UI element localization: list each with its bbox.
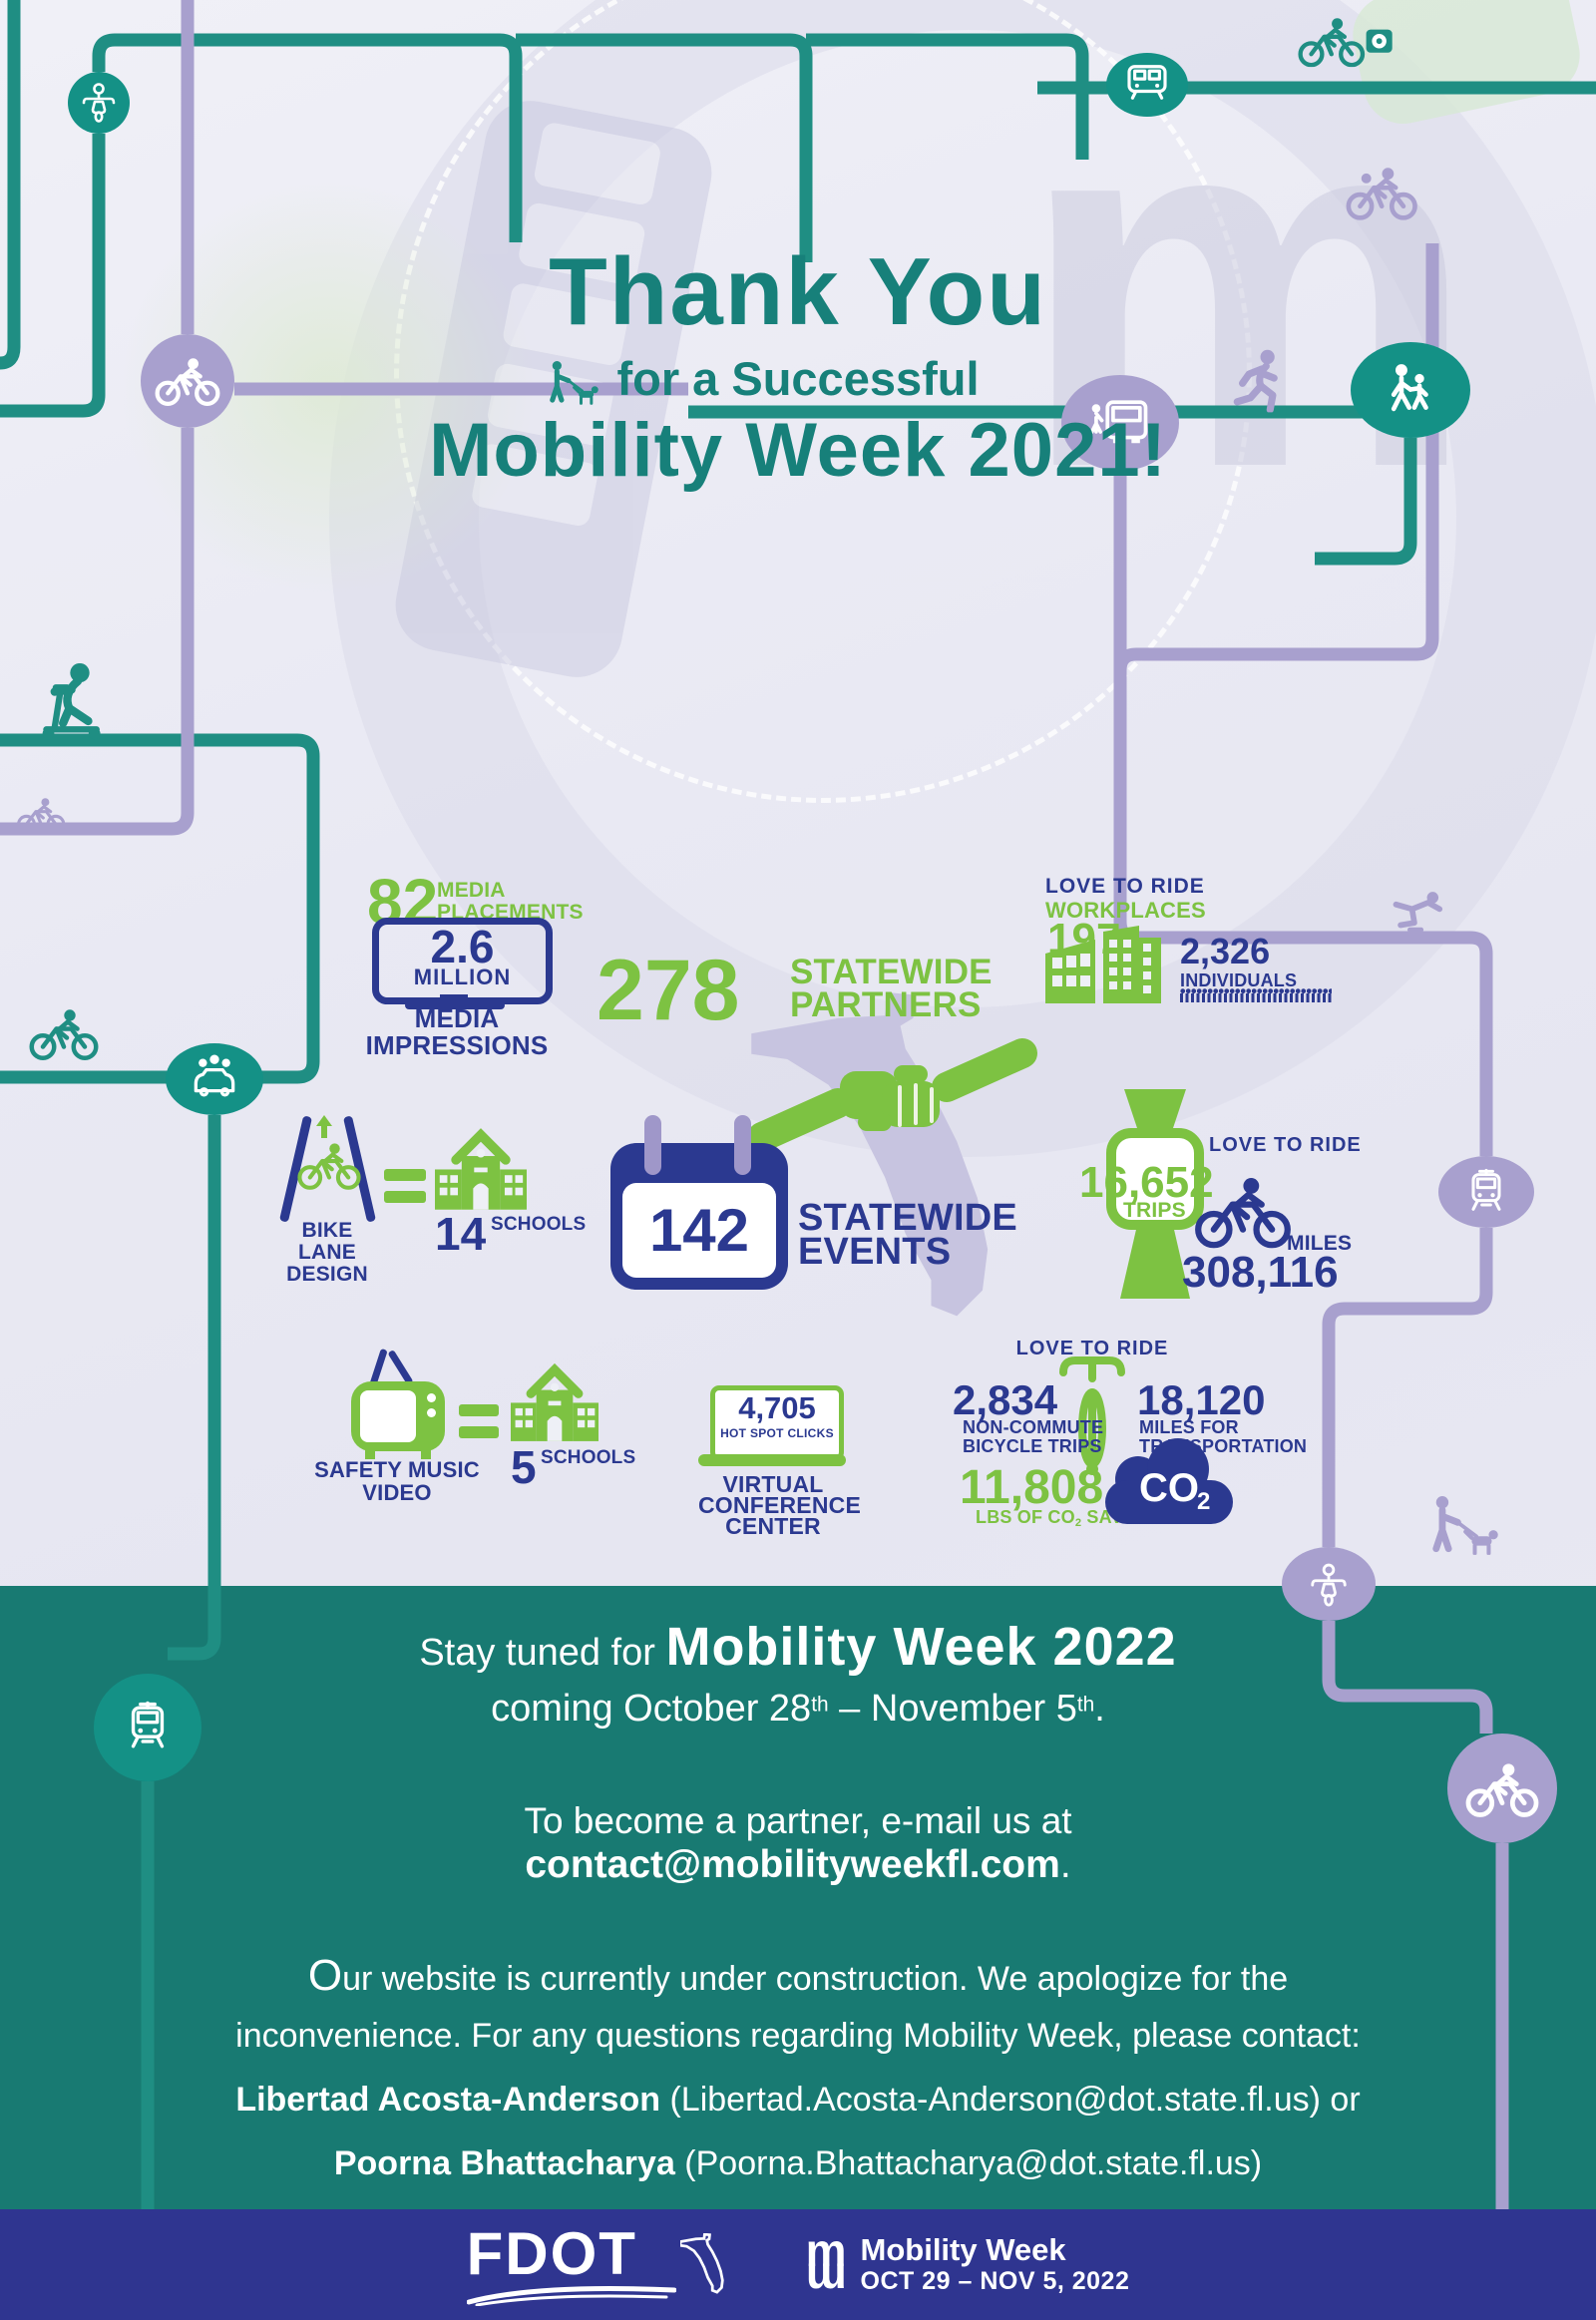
- miles-value: 308,116: [1182, 1248, 1339, 1297]
- school-icon-1: [435, 1128, 527, 1210]
- media-impressions-label: MEDIA IMPRESSIONS: [365, 1003, 549, 1061]
- media-impressions-unit: MILLION: [413, 965, 512, 989]
- individuals-value: 2,326: [1180, 931, 1271, 971]
- walking-couple-node: [1351, 342, 1470, 438]
- love-to-ride-brand-1: LOVE TO RIDE: [1045, 875, 1205, 898]
- co2-saved-value: 11,808: [960, 1461, 1104, 1514]
- stay-tuned-line: Stay tuned for Mobility Week 2022: [419, 1617, 1177, 1677]
- safety-video-schools-value: 5: [511, 1441, 537, 1493]
- coming-dates-line: coming October 28th – November 5th.: [491, 1688, 1105, 1730]
- partner-email: contact@mobilityweekfl.com: [525, 1843, 1060, 1886]
- title-subtitle: for a Successful: [616, 352, 980, 405]
- school-icon-2: [511, 1362, 598, 1441]
- miles-cyclist-icon: [1193, 1177, 1293, 1249]
- construction-line-2: inconvenience. For any questions regardi…: [235, 2017, 1361, 2055]
- fdot-wordmark: FDOT: [466, 2219, 637, 2287]
- contact-line-1: Libertad Acosta-Anderson (Libertad.Acost…: [235, 2081, 1361, 2119]
- bike-lane-schools-unit: SCHOOLS: [491, 1214, 587, 1235]
- transportation-miles-value: 18,120: [1137, 1376, 1266, 1423]
- scooter-rider-icon: [43, 663, 101, 739]
- buildings-icon: [1045, 926, 1161, 1003]
- bike-lane-label: BIKE LANE DESIGN: [286, 1219, 368, 1287]
- contact-2-name: Poorna Bhattacharya: [333, 2144, 675, 2182]
- crowd-icon: [1180, 988, 1332, 1002]
- partner-email-line: contact@mobilityweekfl.com.: [525, 1843, 1071, 1886]
- construction-line-1: Our website is currently under construct…: [307, 1951, 1289, 2000]
- mw-logo-name: Mobility Week: [860, 2231, 1066, 2267]
- safety-video-label: SAFETY MUSIC VIDEO: [314, 1457, 480, 1506]
- love-to-ride-brand-3: LOVE TO RIDE: [1015, 1338, 1169, 1359]
- fdot-florida-outline: [679, 2232, 724, 2294]
- teal-paths: [0, 0, 1596, 2209]
- calendar-ring-right: [734, 1115, 751, 1175]
- laptop-base: [698, 1454, 846, 1466]
- equals-icon-1b: [384, 1191, 426, 1203]
- partners-value: 278: [597, 943, 740, 1038]
- love-to-ride-brand-2: LOVE TO RIDE: [1209, 1134, 1362, 1156]
- cyclist-with-child-icon: [32, 1009, 97, 1057]
- non-commute-trips-label: NON-COMMUTE BICYCLE TRIPS: [963, 1417, 1104, 1456]
- trips-label: TRIPS: [1123, 1199, 1186, 1222]
- fdot-logo: FDOT: [466, 2223, 726, 2306]
- train-side-node: [1106, 53, 1188, 117]
- co2-cloud-icon: CO 2: [1105, 1438, 1233, 1524]
- equals-icon-1a: [384, 1169, 426, 1181]
- bus-node: [1061, 375, 1179, 471]
- contact-line-2: Poorna Bhattacharya (Poorna.Bhattacharya…: [333, 2144, 1263, 2182]
- cargo-bike-icon: [1301, 18, 1393, 65]
- title-mobility-week: Mobility Week 2021!: [429, 408, 1167, 493]
- mobility-week-2022-brand: Mobility Week 2022: [665, 1617, 1177, 1677]
- cloud-co-text: CO: [1139, 1466, 1199, 1510]
- inline-skater-icon: [1396, 892, 1440, 937]
- tandem-cyclist-icon: [1349, 168, 1415, 217]
- laptop-icon: 4,705 HOT SPOT CLICKS: [710, 1385, 844, 1461]
- non-commute-trips-value: 2,834: [953, 1376, 1058, 1423]
- equals-icon-2b: [459, 1426, 499, 1438]
- hot-spot-clicks-label: HOT SPOT CLICKS: [720, 1426, 834, 1440]
- handshake-icon: [747, 1038, 1037, 1152]
- events-label: STATEWIDE EVENTS: [798, 1197, 1017, 1273]
- become-partner-line: To become a partner, e-mail us at: [524, 1800, 1072, 1841]
- dog-walker-icon: [1436, 1496, 1498, 1553]
- bicycle-front-icon: [1059, 1356, 1125, 1475]
- calendar-ring-left: [644, 1115, 661, 1175]
- lane-arrow-icon: [316, 1115, 332, 1126]
- moped-node: [68, 72, 130, 134]
- tv-icon: [351, 1381, 445, 1459]
- bike-lane-schools-value: 14: [435, 1208, 487, 1260]
- lane-arrow-stem: [321, 1126, 327, 1138]
- train-node-teal: [94, 1674, 201, 1781]
- safety-video-schools-unit: SCHOOLS: [541, 1447, 636, 1468]
- workplaces-label: WORKPLACES: [1045, 898, 1206, 923]
- miles-label: MILES: [1287, 1232, 1353, 1255]
- cyclist-node-2: [1447, 1734, 1557, 1843]
- fdot-road-swoosh: [466, 2285, 676, 2306]
- contact-1-name: Libertad Acosta-Anderson: [235, 2081, 661, 2119]
- media-impressions-value: 2.6: [430, 921, 495, 972]
- monitor-icon: 2.6 MILLION: [372, 918, 553, 1004]
- equals-icon-2a: [459, 1404, 499, 1416]
- individuals-label: INDIVIDUALS: [1180, 970, 1298, 990]
- carpool-node: [166, 1043, 263, 1115]
- train-front-node: [1438, 1156, 1534, 1228]
- moped-node-2: [1282, 1547, 1376, 1621]
- hot-spot-clicks-value: 4,705: [738, 1390, 816, 1425]
- events-value: 142: [648, 1197, 750, 1264]
- virtual-conference-label: VIRTUAL CONFERENCE CENTER: [698, 1471, 862, 1539]
- mw-logo-dates: OCT 29 – NOV 5, 2022: [860, 2267, 1130, 2296]
- calendar-icon: 142: [610, 1115, 788, 1290]
- trips-value: 16,652: [1079, 1158, 1214, 1207]
- bike-lane-cyclist-icon: [296, 1143, 362, 1190]
- title-thank-you: Thank You: [549, 238, 1047, 345]
- cloud-co-sub: 2: [1197, 1488, 1211, 1515]
- footer-band-text: Stay tuned for Mobility Week 2022 coming…: [0, 1586, 1596, 2209]
